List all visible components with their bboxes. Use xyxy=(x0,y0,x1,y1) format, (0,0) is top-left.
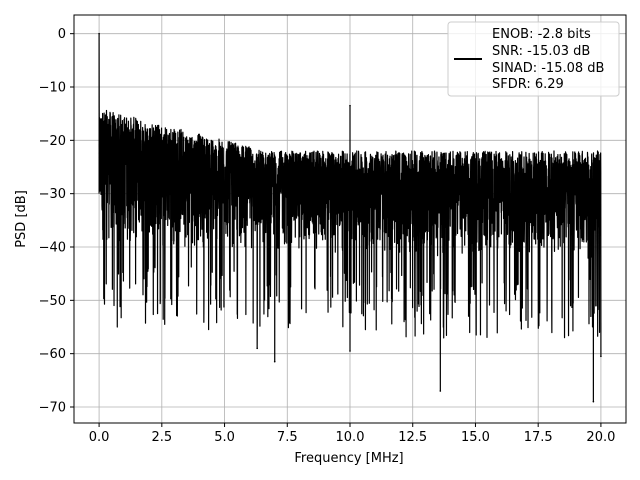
x-tick-label: 5.0 xyxy=(214,430,235,445)
x-tick-label: 0.0 xyxy=(89,430,110,445)
y-tick-label: −30 xyxy=(39,187,66,202)
x-tick-label: 20.0 xyxy=(586,430,615,445)
legend-entry-snr: SNR: -15.03 dB xyxy=(492,44,590,59)
peak-point xyxy=(349,104,351,107)
dip-point xyxy=(439,390,442,392)
y-axis-label: PSD [dB] xyxy=(14,190,29,248)
y-tick-label: 0 xyxy=(58,27,66,42)
y-tick-label: −70 xyxy=(39,401,66,416)
dip-point xyxy=(273,360,276,363)
x-tick-label: 10.0 xyxy=(336,430,365,445)
y-tick-label: −40 xyxy=(39,241,66,256)
legend-entry-sfdr: SFDR: 6.29 xyxy=(492,77,564,92)
x-axis-ticks: 0.0 2.5 5.0 7.5 10.0 12.5 15.0 17.5 20.0 xyxy=(89,423,615,445)
y-tick-label: −20 xyxy=(39,134,66,149)
peak-point xyxy=(98,32,100,35)
x-axis-label: Frequency [MHz] xyxy=(294,451,403,466)
dip-point xyxy=(592,400,595,403)
x-tick-label: 15.0 xyxy=(461,430,490,445)
x-tick-label: 7.5 xyxy=(277,430,298,445)
y-tick-label: −60 xyxy=(39,347,66,362)
y-axis-ticks: 0 −10 −20 −30 −40 −50 −60 −70 xyxy=(39,27,74,416)
psd-series xyxy=(98,32,602,403)
dip-point xyxy=(600,355,602,358)
y-tick-label: −10 xyxy=(39,81,66,96)
dip-point xyxy=(349,350,351,352)
x-tick-label: 2.5 xyxy=(151,430,172,445)
dip-point xyxy=(256,347,258,350)
legend-entry-enob: ENOB: -2.8 bits xyxy=(492,27,591,42)
x-tick-label: 17.5 xyxy=(524,430,553,445)
legend: ENOB: -2.8 bits SNR: -15.03 dB SINAD: -1… xyxy=(447,21,620,97)
y-tick-label: −50 xyxy=(39,294,66,309)
legend-box xyxy=(447,21,620,97)
legend-entry-sinad: SINAD: -15.08 dB xyxy=(492,61,604,76)
x-tick-label: 12.5 xyxy=(398,430,427,445)
